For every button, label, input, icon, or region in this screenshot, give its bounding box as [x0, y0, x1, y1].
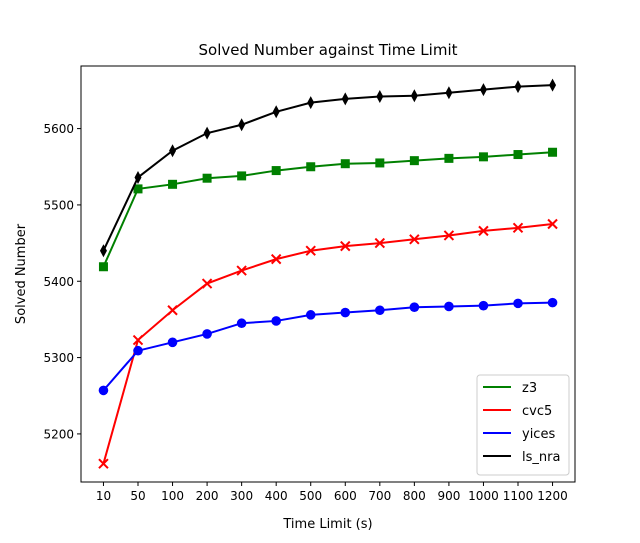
data-point [548, 147, 558, 157]
data-point [132, 334, 144, 346]
data-point [376, 90, 384, 104]
data-point [444, 301, 454, 312]
data-point [512, 222, 524, 234]
y-tick-label: 5600 [43, 122, 74, 136]
plot-area: 10 50 100 200 300 400 500 600 700 800 900 1000 1100 1… [43, 65, 576, 503]
x-tick-label: 1000 [468, 489, 499, 503]
data-point [238, 118, 246, 132]
x-tick-label: 50 [130, 489, 145, 503]
legend: z3 cvc5 yices ls_nra [476, 374, 570, 476]
data-point [547, 218, 558, 230]
data-point [202, 173, 212, 183]
data-point [133, 184, 143, 194]
data-point [306, 162, 316, 172]
data-point [99, 244, 107, 258]
data-point [409, 234, 420, 245]
legend-box [476, 374, 570, 476]
chart-title: Solved Number against Time Limit [199, 41, 458, 59]
x-tick-label: 900 [437, 489, 460, 503]
y-tick-label: 5400 [43, 275, 74, 289]
data-point [409, 156, 419, 166]
data-point [478, 225, 489, 237]
legend-label-yices: yices [522, 427, 555, 442]
data-point [305, 245, 316, 256]
data-point [513, 150, 523, 160]
x-tick-label: 10 [96, 489, 111, 503]
series-line-ls_nra [102, 84, 553, 252]
x-tick-label: 500 [299, 489, 322, 503]
x-tick-label: 400 [265, 489, 288, 503]
data-point [169, 144, 177, 158]
y-tick-label: 5500 [43, 198, 74, 212]
data-point [134, 170, 142, 184]
x-tick-label: 700 [368, 489, 391, 503]
data-point [444, 153, 454, 163]
data-point [236, 265, 247, 276]
data-point [478, 300, 489, 311]
data-point [513, 298, 523, 309]
data-point [340, 159, 350, 169]
data-point [514, 80, 522, 94]
x-tick-label: 100 [161, 489, 184, 503]
data-point [201, 278, 213, 289]
data-point [341, 92, 349, 106]
data-point [98, 262, 108, 272]
data-point [272, 105, 280, 119]
data-point [478, 152, 488, 162]
data-point [409, 302, 420, 313]
data-point [375, 305, 385, 316]
x-tick-label: 300 [230, 489, 253, 503]
data-point [168, 179, 178, 189]
legend-label-z3: z3 [522, 381, 537, 396]
data-point [307, 96, 315, 110]
data-point [202, 329, 212, 339]
data-point [237, 171, 247, 181]
x-tick-label: 600 [334, 489, 357, 503]
data-point [98, 385, 109, 396]
legend-label-cvc5: cvc5 [522, 404, 552, 419]
data-point [270, 253, 282, 265]
series-line-z3 [102, 151, 553, 268]
data-point [410, 89, 418, 103]
y-tick-label: 5200 [43, 427, 74, 441]
data-point [547, 297, 558, 308]
x-tick-label: 200 [196, 489, 219, 503]
data-point [340, 240, 351, 252]
data-point [271, 166, 281, 176]
data-point [549, 78, 557, 92]
data-point [203, 126, 211, 140]
data-point [167, 305, 178, 316]
data-point [479, 83, 487, 97]
x-axis-label: Time Limit (s) [282, 517, 372, 532]
data-point [340, 307, 351, 318]
data-point [443, 230, 455, 241]
x-tick-label: 800 [403, 489, 426, 503]
data-point [271, 316, 281, 326]
data-point [375, 158, 385, 168]
data-point [374, 237, 386, 249]
x-tick-label: 1200 [537, 489, 568, 503]
data-point [305, 310, 316, 320]
data-point [133, 345, 143, 356]
axes-frame [80, 65, 576, 483]
series-line-yices [102, 301, 553, 392]
series-line-cvc5 [102, 223, 553, 464]
y-axis-label: Solved Number [14, 223, 29, 324]
data-point [236, 318, 247, 329]
series-yices [98, 297, 558, 396]
x-tick-label: 1100 [503, 489, 534, 503]
series-cvc5 [98, 218, 558, 469]
data-point [445, 86, 453, 100]
data-point [167, 337, 178, 348]
legend-label-ls_nra: ls_nra [522, 450, 560, 465]
y-tick-label: 5300 [43, 351, 74, 365]
series-ls_nra [99, 78, 557, 258]
series-z3 [98, 147, 558, 272]
data-point [98, 458, 109, 469]
